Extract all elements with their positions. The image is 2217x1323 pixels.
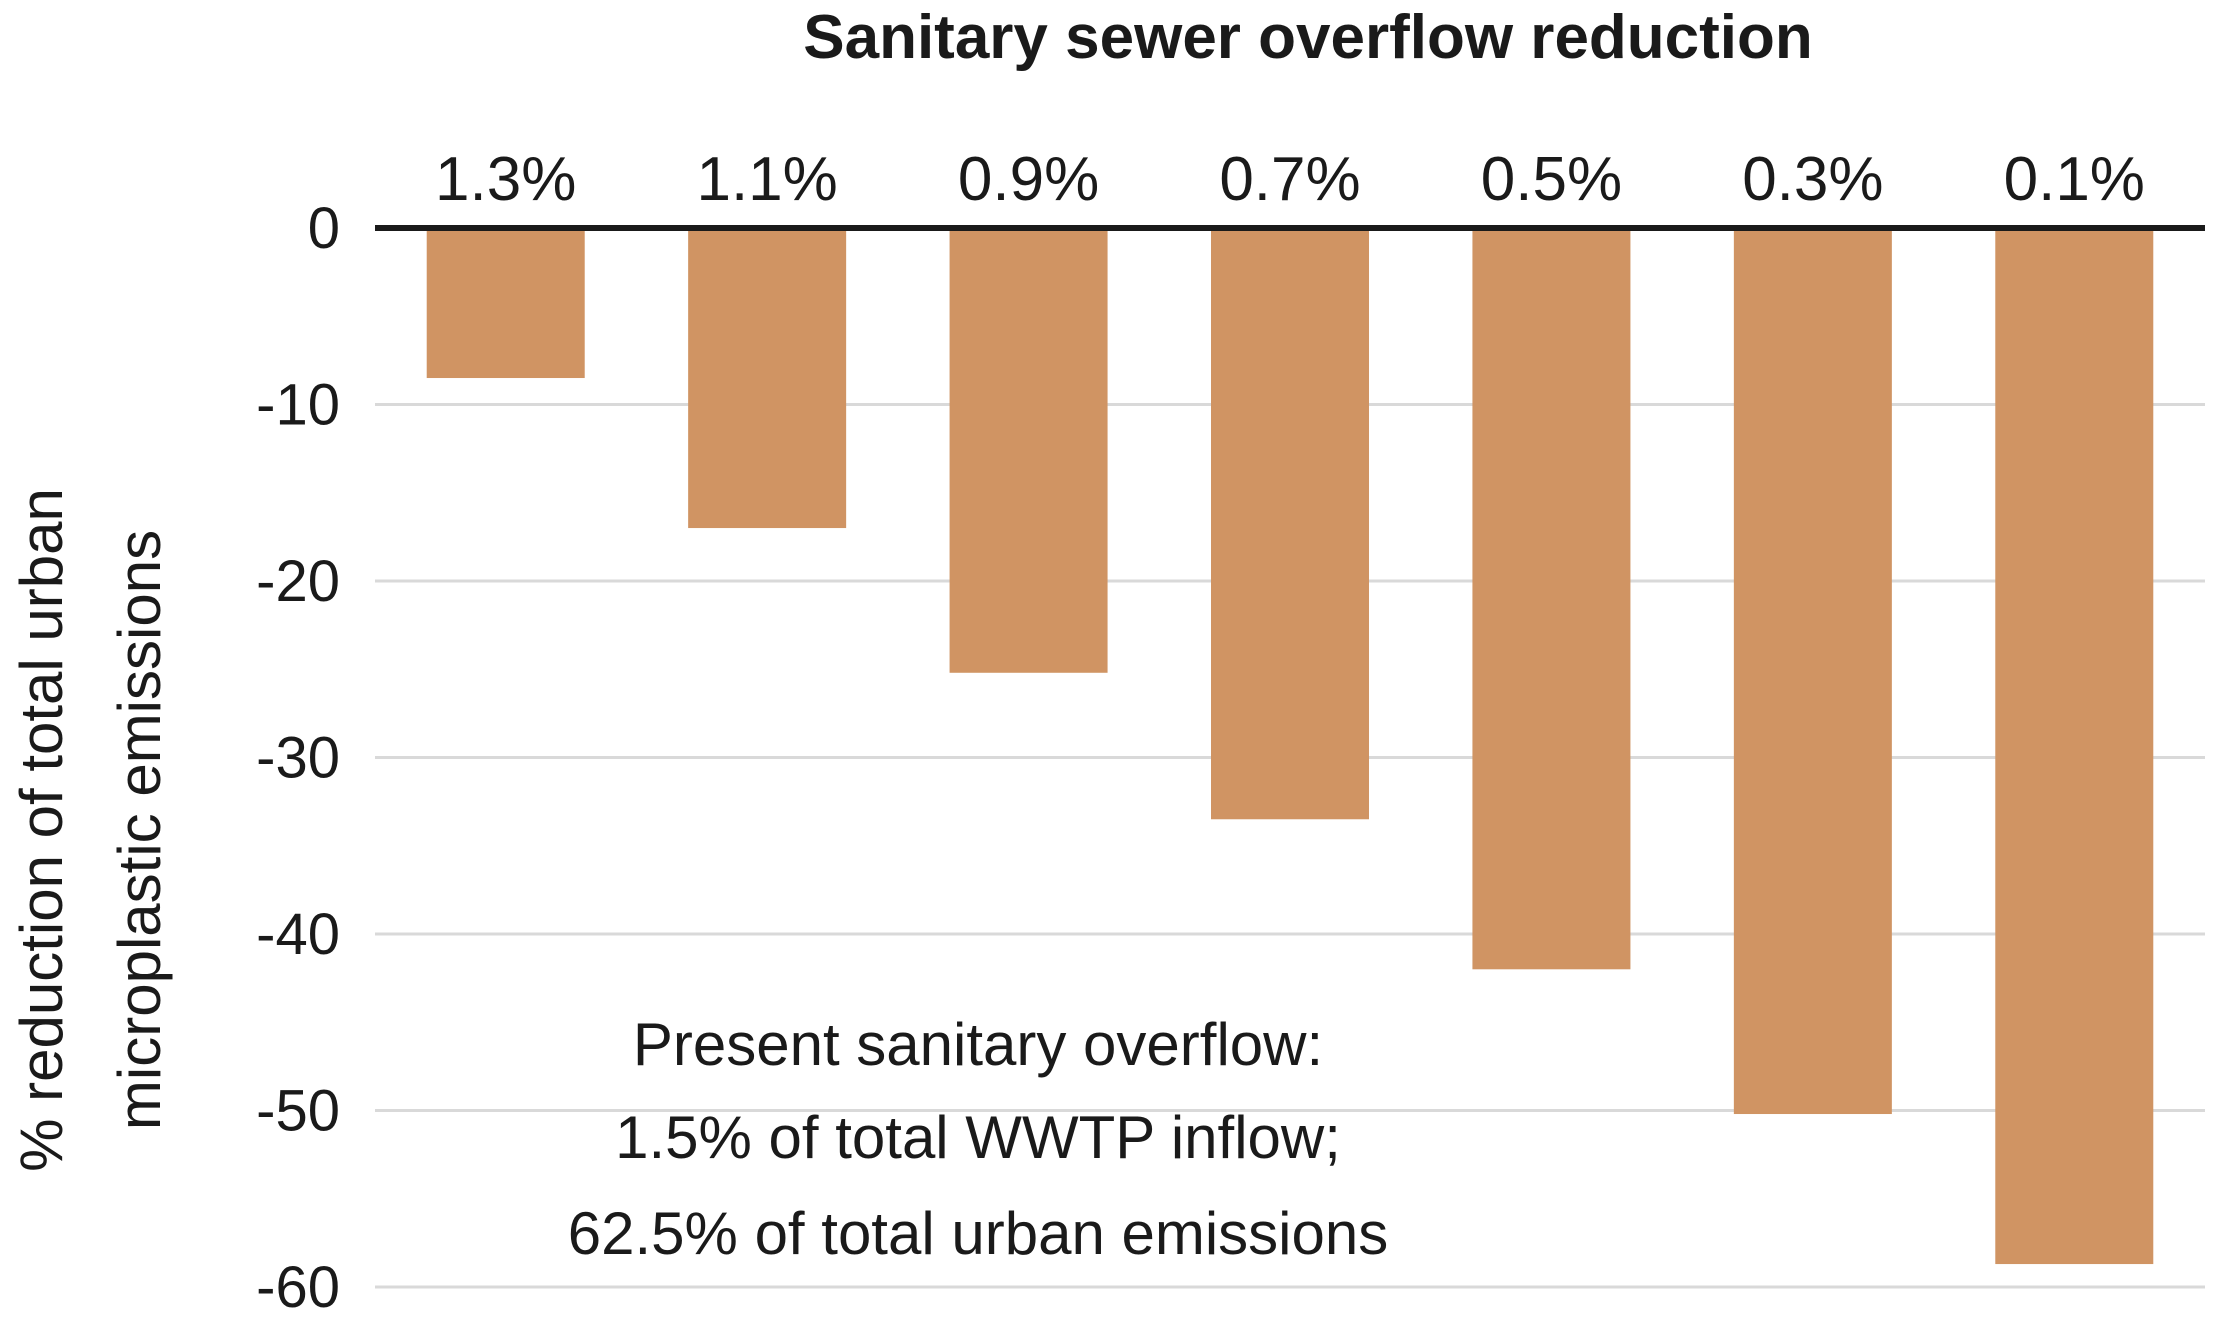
annotation: Present sanitary overflow: 1.5% of total…	[568, 1011, 1388, 1267]
y-tick-label: 0	[308, 196, 340, 261]
bar-1	[426, 228, 585, 379]
y-axis-label-line-2: microplastic emissions	[106, 530, 173, 1130]
y-tick-label: -40	[256, 902, 340, 967]
annotation-line-3: 62.5% of total urban emissions	[568, 1200, 1388, 1267]
x-axis-ticks: 1.3% 1.1% 0.9% 0.7% 0.5% 0.3% 0.1%	[435, 145, 2145, 214]
y-tick-label: -10	[256, 373, 340, 438]
annotation-line-2: 1.5% of total WWTP inflow;	[615, 1104, 1341, 1171]
chart-title: Sanitary sewer overflow reduction	[803, 3, 1813, 72]
x-tick-label: 0.3%	[1742, 145, 1883, 214]
y-tick-label: -60	[256, 1255, 340, 1320]
x-tick-label: 0.7%	[1219, 145, 1360, 214]
y-tick-label: -20	[256, 549, 340, 614]
bar-4	[1211, 228, 1369, 820]
bars	[426, 228, 2154, 1265]
annotation-line-1: Present sanitary overflow:	[633, 1011, 1323, 1078]
x-tick-label: 0.9%	[958, 145, 1099, 214]
x-tick-label: 0.5%	[1481, 145, 1622, 214]
bar-3	[949, 228, 1108, 673]
x-tick-label: 1.1%	[696, 145, 837, 214]
bar-6	[1733, 228, 1892, 1115]
y-axis-title: % reduction of total urban microplastic …	[8, 488, 173, 1172]
bar-5	[1472, 228, 1631, 970]
y-tick-label: -30	[256, 726, 340, 791]
y-tick-label: -50	[256, 1079, 340, 1144]
y-axis-label-line-1: % reduction of total urban	[8, 488, 75, 1172]
x-tick-label: 0.1%	[2004, 145, 2145, 214]
bar-7	[1995, 228, 2154, 1265]
y-axis-ticks: 0 -10 -20 -30 -40 -50 -60	[256, 196, 340, 1320]
x-tick-label: 1.3%	[435, 145, 576, 214]
bar-2	[688, 228, 847, 529]
